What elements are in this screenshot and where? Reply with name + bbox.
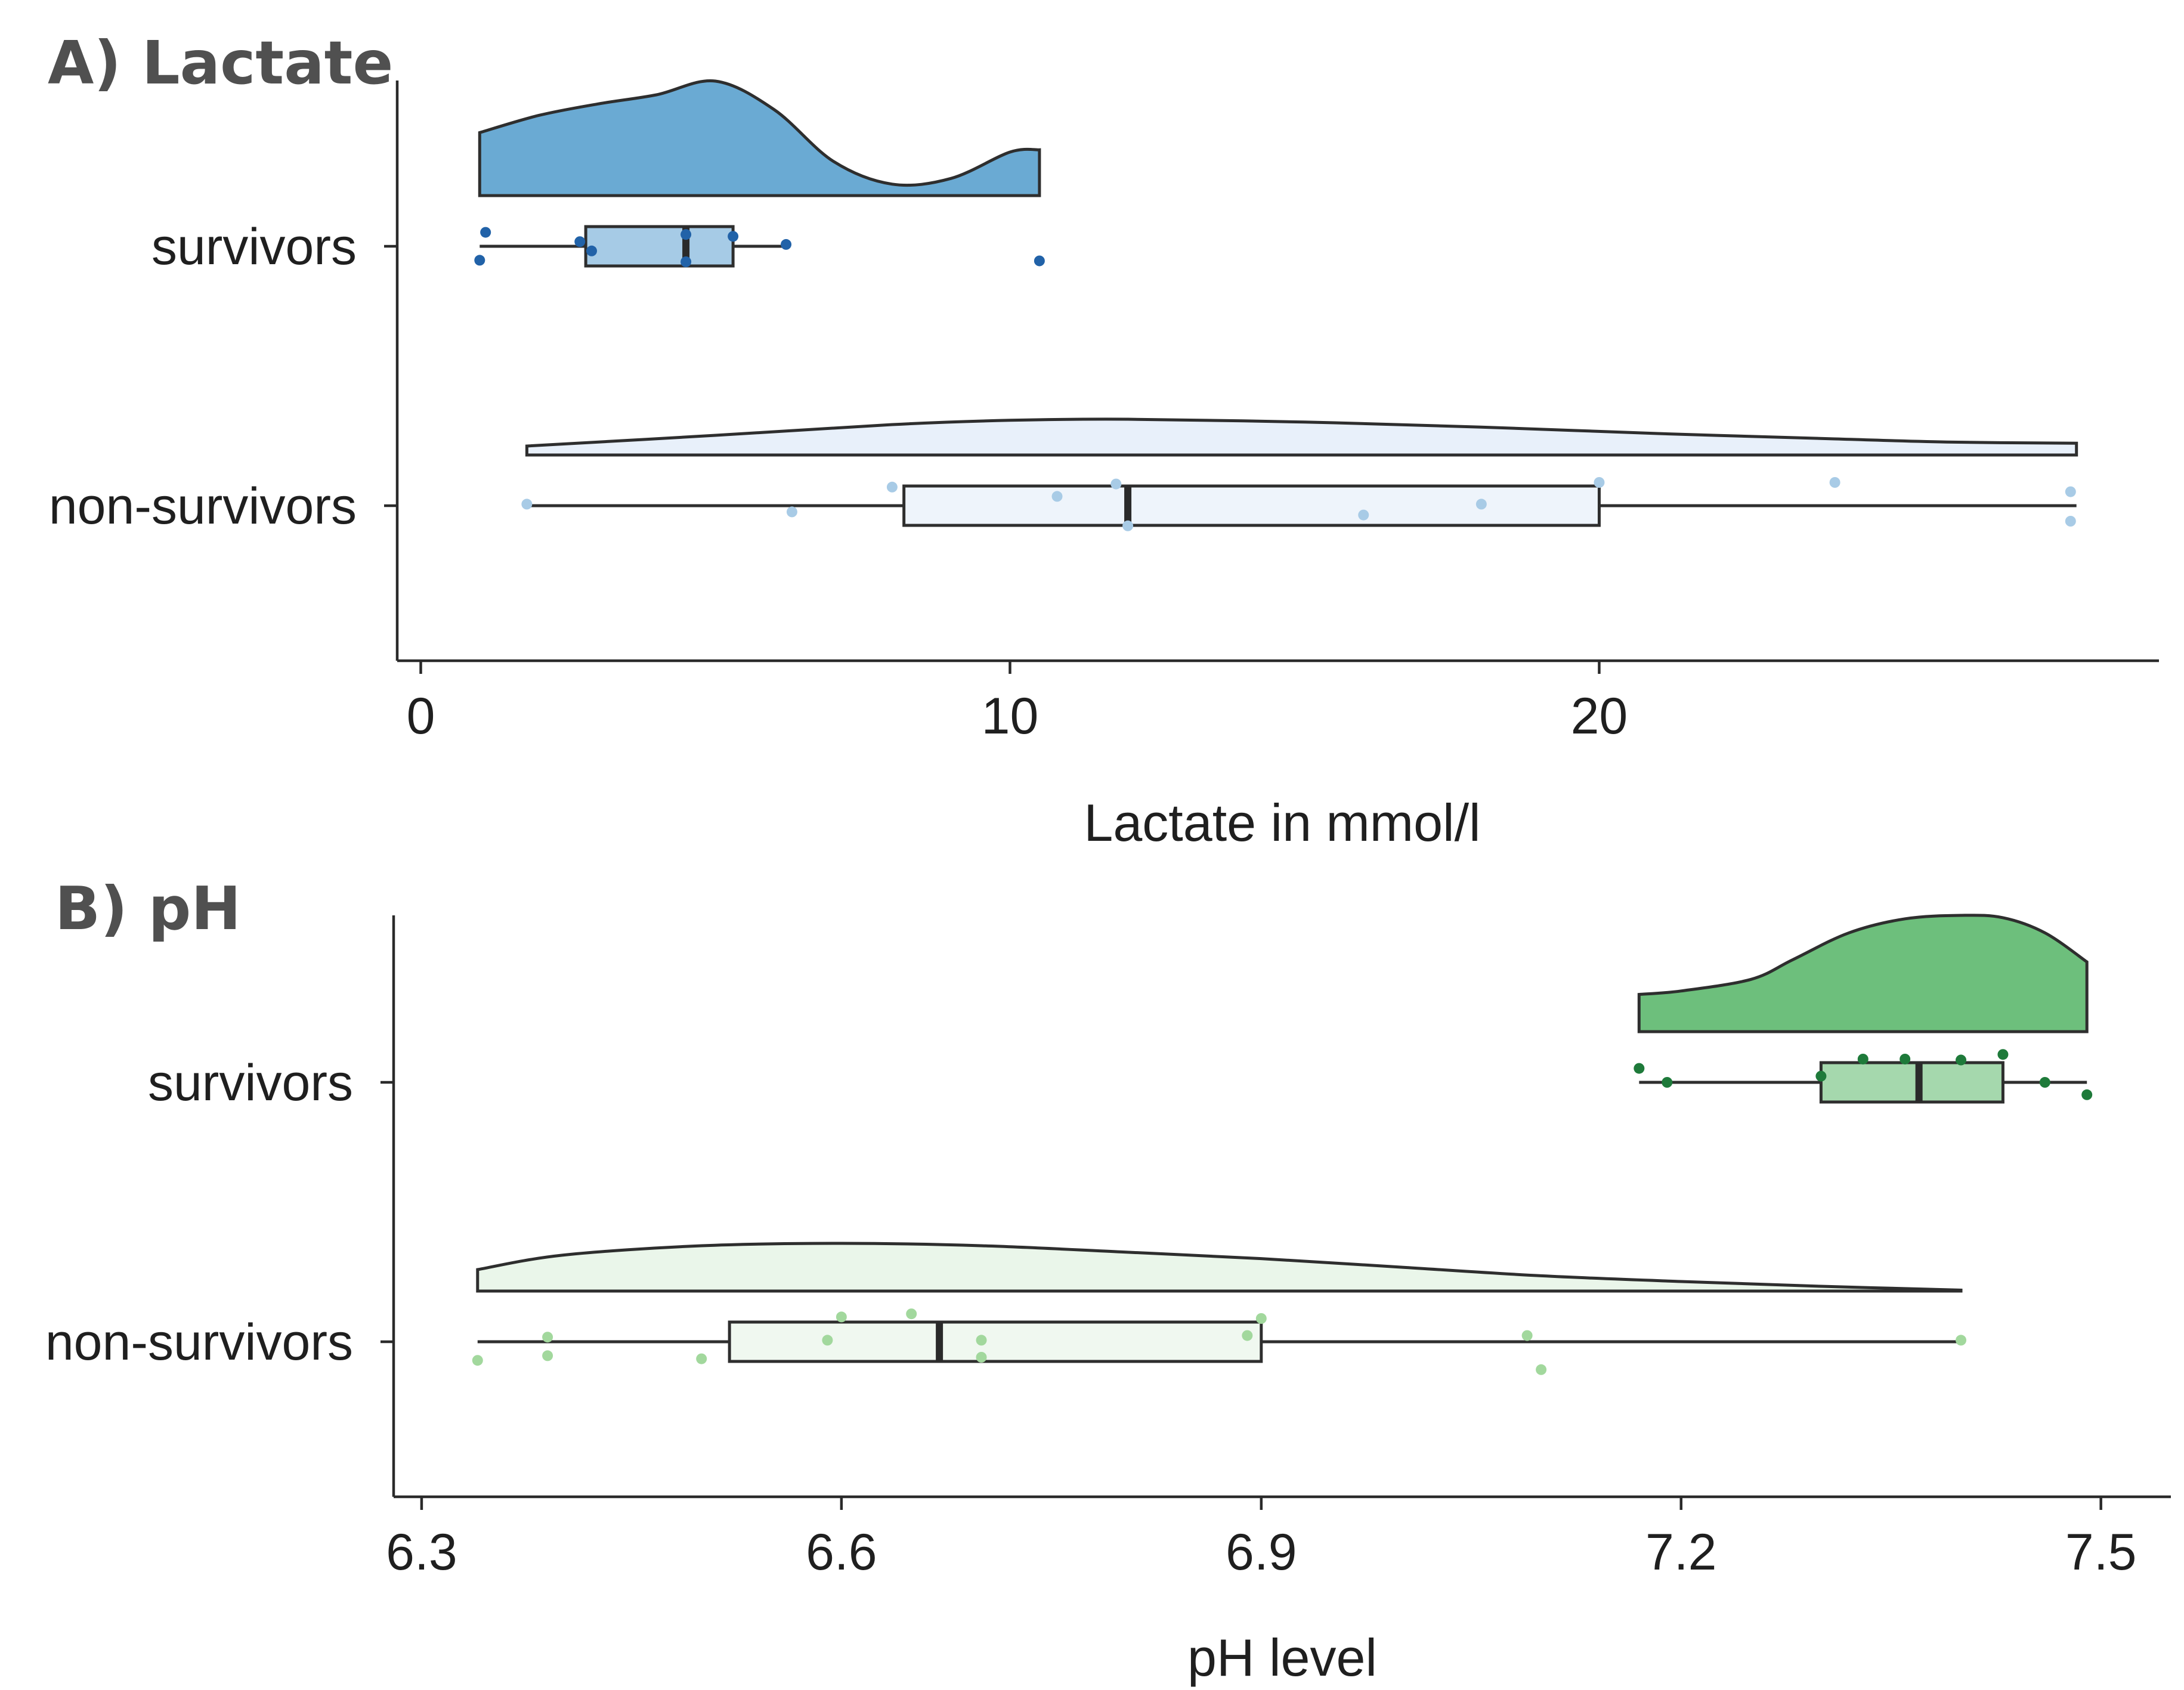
point-lactate-nonsurvivors-3 xyxy=(1051,491,1063,502)
point-ph-nonsurvivors-0 xyxy=(472,1355,483,1366)
x-tick-label-ph-1: 6.6 xyxy=(806,1524,877,1581)
x-ticks-lactate: 0 10 20 xyxy=(407,661,1628,745)
point-ph-nonsurvivors-8 xyxy=(976,1352,987,1363)
point-lactate-nonsurvivors-9 xyxy=(1829,477,1840,488)
point-ph-nonsurvivors-13 xyxy=(1956,1335,1967,1346)
point-ph-nonsurvivors-4 xyxy=(822,1335,833,1346)
x-ticks-ph: 6.3 6.6 6.9 7.2 7.5 xyxy=(386,1497,2136,1581)
box-lactate-survivors xyxy=(584,225,735,268)
point-ph-nonsurvivors-3 xyxy=(696,1353,707,1364)
point-lactate-survivors-4 xyxy=(728,231,739,242)
point-ph-survivors-0 xyxy=(1634,1063,1645,1074)
category-label-survivors-ph: survivors xyxy=(148,1054,353,1112)
point-lactate-survivors-0 xyxy=(480,227,491,238)
point-ph-nonsurvivors-7 xyxy=(976,1335,987,1346)
density-lactate-nonsurvivors xyxy=(525,417,2078,457)
point-ph-survivors-7 xyxy=(2039,1077,2050,1088)
x-tick-label-ph-4: 7.5 xyxy=(2065,1524,2137,1581)
box-ph-nonsurvivors xyxy=(728,1320,1263,1363)
panel-lactate: A) Lactate survivors non-survivors 0 10 20… xyxy=(48,28,2159,852)
point-ph-survivors-3 xyxy=(1857,1054,1869,1064)
point-ph-nonsurvivors-2 xyxy=(542,1350,553,1361)
category-label-nonsurvivors-lactate: non-survivors xyxy=(49,478,357,535)
point-lactate-survivors-5 xyxy=(781,239,792,250)
point-lactate-nonsurvivors-0 xyxy=(521,499,533,510)
x-tick-label-lactate-1: 10 xyxy=(982,688,1039,745)
point-lactate-nonsurvivors-2 xyxy=(886,481,898,493)
point-ph-survivors-5 xyxy=(1956,1054,1967,1066)
point-ph-nonsurvivors-10 xyxy=(1255,1313,1267,1324)
point-ph-survivors-2 xyxy=(1815,1070,1827,1082)
point-lactate-survivors-8 xyxy=(1034,255,1045,267)
point-lactate-nonsurvivors-8 xyxy=(1594,477,1605,488)
point-ph-nonsurvivors-5 xyxy=(836,1311,847,1323)
point-ph-survivors-4 xyxy=(1900,1054,1911,1064)
point-ph-nonsurvivors-12 xyxy=(1536,1364,1547,1375)
point-ph-survivors-8 xyxy=(2081,1089,2093,1100)
x-tick-label-lactate-0: 0 xyxy=(407,688,435,745)
point-lactate-nonsurvivors-5 xyxy=(1122,520,1134,531)
point-lactate-nonsurvivors-10 xyxy=(2065,486,2076,497)
x-tick-label-ph-3: 7.2 xyxy=(1645,1524,1717,1581)
panel-title-lactate: A) Lactate xyxy=(48,28,393,98)
point-ph-survivors-1 xyxy=(1662,1077,1673,1088)
point-lactate-survivors-1 xyxy=(574,236,586,247)
point-lactate-nonsurvivors-4 xyxy=(1110,478,1122,490)
point-lactate-nonsurvivors-6 xyxy=(1358,509,1369,521)
x-axis-title-ph: pH level xyxy=(1187,1628,1377,1687)
x-tick-label-ph-0: 6.3 xyxy=(386,1524,457,1581)
point-ph-nonsurvivors-11 xyxy=(1521,1330,1533,1341)
density-ph-nonsurvivors xyxy=(476,1242,1963,1293)
plot-area-ph xyxy=(472,914,2093,1375)
box-lactate-nonsurvivors xyxy=(902,484,1601,527)
point-lactate-nonsurvivors-1 xyxy=(786,506,797,518)
point-lactate-survivors-3 xyxy=(680,229,692,240)
density-ph-survivors xyxy=(1637,914,2089,1033)
point-lactate-nonsurvivors-7 xyxy=(1475,499,1487,510)
point-ph-survivors-6 xyxy=(1997,1049,2009,1060)
density-lactate-survivors xyxy=(478,79,1041,197)
x-tick-label-ph-2: 6.9 xyxy=(1226,1524,1297,1581)
category-label-nonsurvivors-ph: non-survivors xyxy=(45,1314,353,1371)
x-tick-label-lactate-2: 20 xyxy=(1571,688,1628,745)
x-axis-title-lactate: Lactate in mmol/l xyxy=(1084,793,1480,852)
point-ph-nonsurvivors-9 xyxy=(1242,1330,1253,1341)
point-lactate-survivors-7 xyxy=(680,256,692,267)
point-lactate-survivors-2 xyxy=(586,245,598,256)
box-ph-survivors xyxy=(1819,1061,2004,1104)
category-label-survivors-lactate: survivors xyxy=(151,218,357,276)
panel-ph: B) pH survivors non-survivors 6.3 6.6 6.9 7… xyxy=(45,874,2171,1687)
plot-area-lactate xyxy=(474,79,2078,531)
point-lactate-survivors-6 xyxy=(474,255,485,266)
point-ph-nonsurvivors-1 xyxy=(542,1332,553,1343)
panel-title-ph: B) pH xyxy=(55,874,241,943)
point-ph-nonsurvivors-6 xyxy=(906,1308,917,1320)
point-lactate-nonsurvivors-11 xyxy=(2065,516,2076,527)
